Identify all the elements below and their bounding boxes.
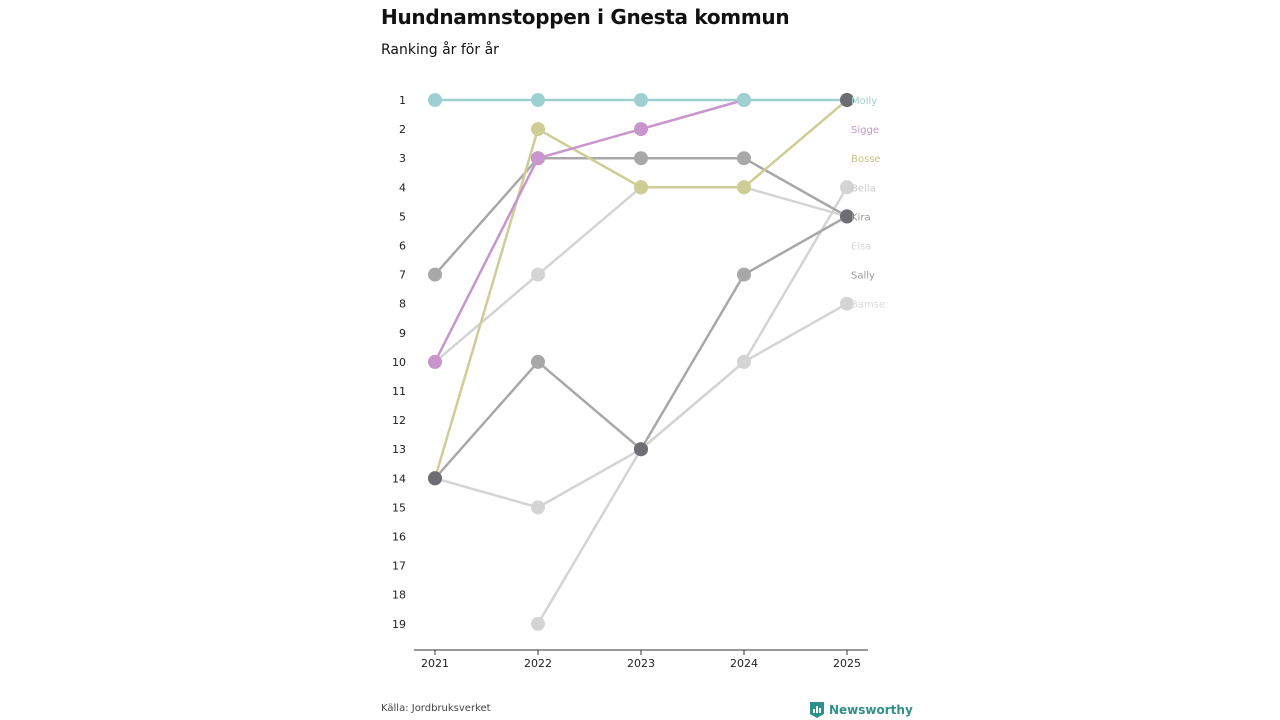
y-tick-label: 16 (392, 531, 406, 544)
x-tick-label: 2024 (730, 657, 758, 670)
series-point-bosse (737, 180, 751, 195)
series-point-molly (634, 93, 648, 107)
highlight-point (840, 93, 854, 107)
x-tick-label: 2023 (627, 657, 655, 670)
series-point-molly (531, 93, 545, 107)
series-point-sigge (531, 151, 545, 166)
y-tick-label: 13 (392, 443, 406, 456)
series-point-sigge (634, 122, 648, 137)
series-label-sigge: Sigge (851, 125, 879, 136)
series-line-sigge (433, 98, 745, 363)
series-label-molly: Molly (851, 96, 877, 107)
newsworthy-logo-icon (810, 702, 824, 718)
highlight-point (634, 442, 648, 457)
series-point-kira (737, 151, 751, 166)
series-label-elsa: Elsa (851, 242, 871, 253)
series-point-sally (737, 267, 751, 282)
series-point-unnamed (531, 616, 545, 631)
series-label-kira: Kira (851, 212, 871, 223)
y-tick-label: 18 (392, 589, 406, 602)
series-point-molly (428, 93, 442, 107)
brand-logo[interactable]: Newsworthy (809, 701, 913, 719)
y-tick-label: 3 (399, 152, 406, 165)
series-point-sally (531, 354, 545, 369)
series-point-kira (634, 151, 648, 166)
y-tick-label: 19 (392, 618, 406, 631)
y-tick-label: 2 (399, 123, 406, 136)
source-note: Källa: Jordbruksverket (381, 703, 491, 714)
series-line-sally (434, 215, 848, 480)
series-line-bamse (434, 302, 848, 509)
series-point-elsa (531, 267, 545, 282)
y-tick-label: 6 (399, 240, 406, 253)
series-point-bosse (531, 122, 545, 137)
y-tick-label: 10 (392, 356, 406, 369)
x-tick-label: 2022 (524, 657, 552, 670)
y-tick-label: 17 (392, 560, 406, 573)
series-label-bamse: Bamse (851, 300, 885, 311)
chart-subtitle: Ranking år för år (381, 42, 499, 58)
y-tick-label: 9 (399, 327, 406, 340)
y-tick-label: 15 (392, 501, 406, 514)
series-line-kira (434, 156, 848, 276)
y-tick-label: 1 (399, 94, 406, 107)
series-label-bosse: Bosse (851, 154, 881, 165)
y-tick-label: 11 (392, 385, 406, 398)
y-tick-label: 5 (399, 210, 406, 223)
brand-name: Newsworthy (829, 703, 913, 717)
highlight-point (428, 471, 442, 486)
y-tick-label: 12 (392, 414, 406, 427)
series-point-unnamed (840, 180, 854, 195)
highlight-point (840, 209, 854, 224)
y-tick-label: 7 (399, 269, 406, 282)
series-label-sally: Sally (851, 271, 875, 282)
series-point-bosse (634, 180, 648, 195)
y-tick-label: 4 (399, 181, 406, 194)
y-tick-label: 14 (392, 472, 406, 485)
series-point-molly (737, 93, 751, 107)
x-tick-label: 2021 (421, 657, 449, 670)
y-tick-label: 8 (399, 298, 406, 311)
chart-title: Hundnamnstoppen i Gnesta kommun (381, 5, 790, 29)
x-tick-label: 2025 (833, 657, 861, 670)
series-point-kira (428, 267, 442, 282)
series-point-sigge (428, 354, 442, 369)
series-point-bamse (737, 354, 751, 369)
series-point-bamse (531, 500, 545, 515)
series-point-bamse (840, 296, 854, 311)
series-label-bella: Bella (851, 183, 876, 194)
